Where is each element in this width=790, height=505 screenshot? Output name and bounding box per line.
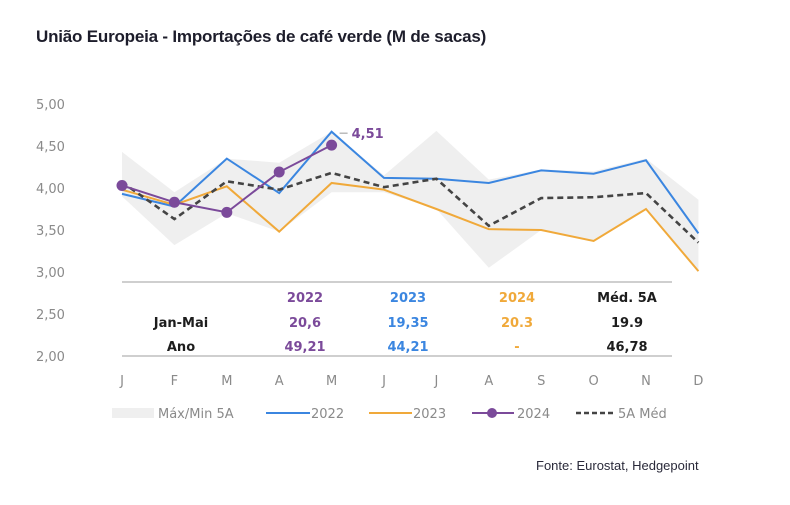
y-tick-label: 3,00 [36, 266, 65, 281]
data-point-2024 [116, 179, 128, 191]
y-tick-label: 4,00 [36, 182, 65, 197]
table-cell: - [514, 340, 519, 355]
annotation-layer: 4,51 [339, 127, 384, 142]
y-tick-label: 2,50 [36, 308, 65, 323]
table-cell: 20.3 [501, 316, 533, 331]
legend-marker-2024 [487, 408, 497, 418]
x-tick-label: S [537, 374, 545, 389]
annotation-label: 4,51 [352, 127, 384, 142]
data-point-2024 [326, 139, 338, 151]
x-tick-label: M [326, 374, 337, 389]
x-tick-label: A [275, 374, 284, 389]
data-point-2024 [168, 196, 180, 208]
legend-label: 2022 [311, 407, 344, 422]
series-line-5a-m-d [121, 171, 700, 244]
source-note: Fonte: Eurostat, Hedgepoint [536, 458, 699, 473]
x-tick-label: A [484, 374, 493, 389]
data-point-2024 [273, 166, 285, 178]
legend: Máx/Min 5A 2022 2023 2024 5A Méd [112, 407, 667, 422]
y-axis: 5,00 4,50 4,00 3,50 3,00 2,50 2,00 [36, 98, 65, 365]
table-cell: 19,35 [387, 316, 428, 331]
y-tick-label: 5,00 [36, 98, 65, 113]
data-table: Jan-Mai Ano 2022 20,6 49,21 2023 19,35 44,21 202… [122, 281, 672, 357]
table-cell: 46,78 [606, 340, 647, 355]
table-row-label: Ano [167, 340, 195, 355]
x-tick-label: F [171, 374, 178, 389]
data-point-2024 [221, 206, 233, 218]
table-cell: 20,6 [289, 316, 321, 331]
series-line-2023 [121, 181, 700, 272]
legend-label: 2024 [517, 407, 550, 422]
band-max-min-5a [122, 130, 699, 272]
series-layer [116, 130, 700, 272]
legend-swatch-band [112, 408, 154, 418]
band-layer [122, 130, 699, 272]
legend-label: 5A Méd [618, 407, 667, 422]
table-column-header: 2024 [499, 291, 535, 306]
table-column-header: 2022 [287, 291, 323, 306]
table-column-header: Méd. 5A [597, 291, 657, 306]
y-tick-label: 2,00 [36, 350, 65, 365]
x-tick-label: M [221, 374, 232, 389]
x-tick-label: N [641, 374, 651, 389]
table-column-header: 2023 [390, 291, 426, 306]
table-cell: 44,21 [387, 340, 428, 355]
x-tick-label: J [381, 374, 386, 389]
chart-title: União Europeia - Importações de café ver… [36, 27, 487, 46]
table-cell: 49,21 [284, 340, 325, 355]
series-line-2022 [121, 130, 700, 234]
y-tick-label: 4,50 [36, 140, 65, 155]
x-tick-label: O [588, 374, 598, 389]
legend-label: Máx/Min 5A [158, 407, 234, 422]
table-cell: 19.9 [611, 316, 643, 331]
x-tick-label: J [433, 374, 438, 389]
x-tick-label: J [119, 374, 124, 389]
legend-label: 2023 [413, 407, 446, 422]
table-row-label: Jan-Mai [153, 316, 208, 331]
x-tick-label: D [693, 374, 703, 389]
y-tick-label: 3,50 [36, 224, 65, 239]
